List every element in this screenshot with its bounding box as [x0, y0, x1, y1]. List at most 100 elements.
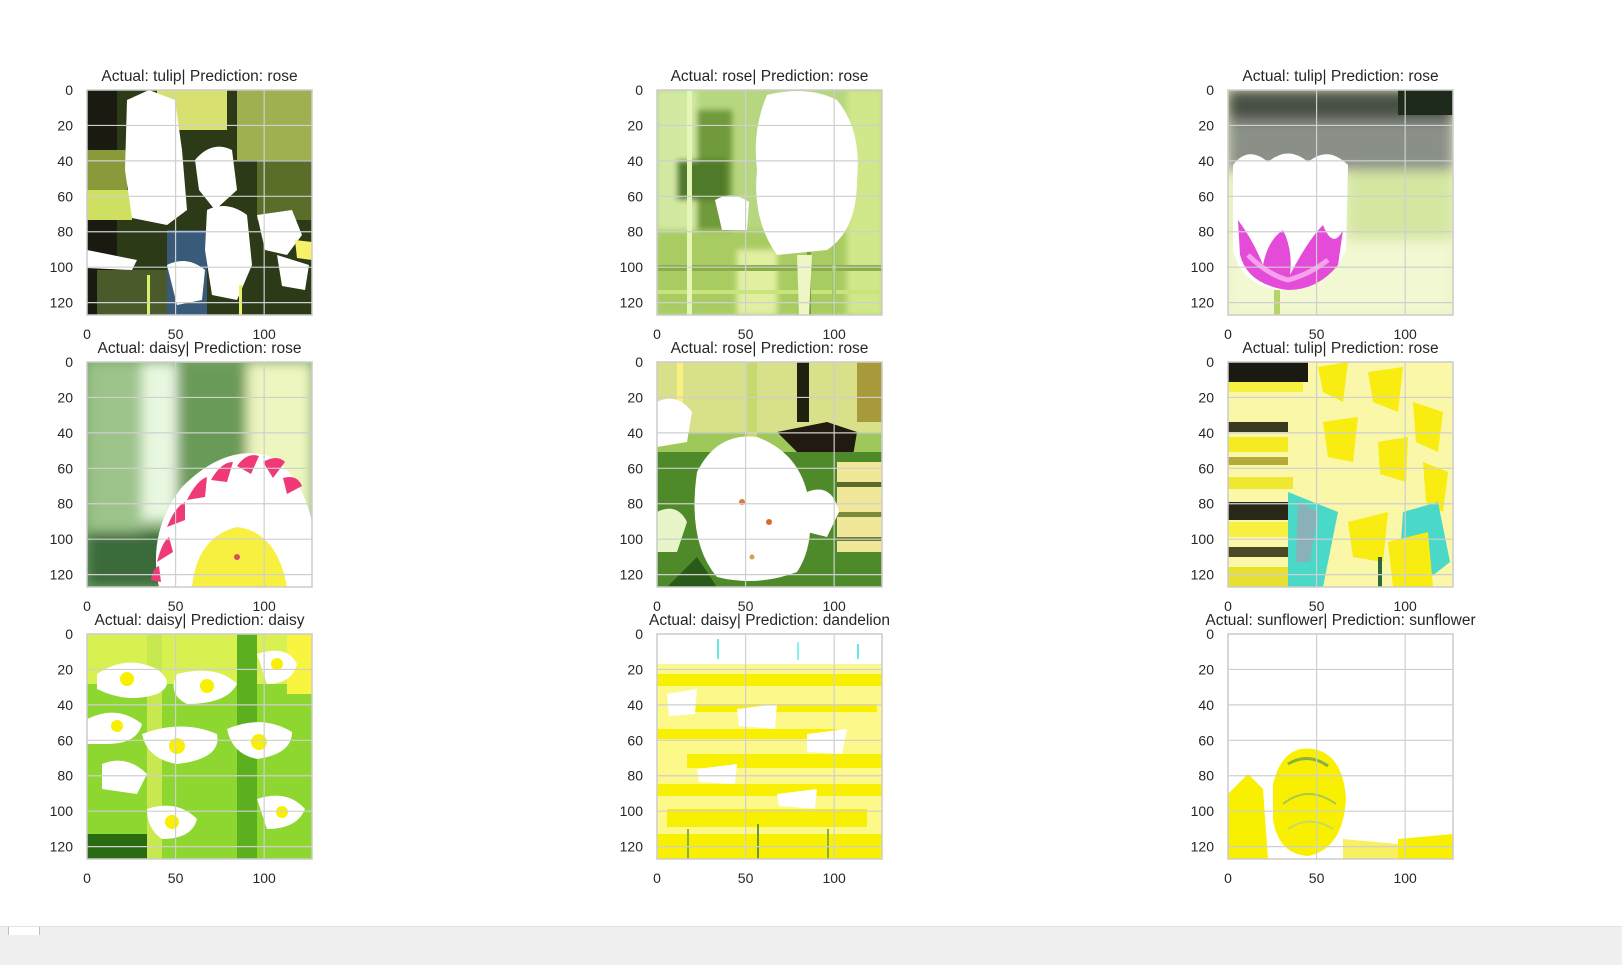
- y-tick-label: 0: [1206, 354, 1214, 370]
- y-tick-label: 80: [1198, 224, 1214, 240]
- image-panel: 0 50 100 0 20 40 60 80 100 120 Actual: daisy| Pred…: [50, 612, 313, 886]
- image-panel: 0 50 100 0 20 40 60 80 100 120 Actual: rose| Predi…: [620, 68, 883, 342]
- x-tick-label: 100: [822, 598, 846, 614]
- prediction-grid-figure: 0 50 100 0 20 40 60 80 100 120 Actual: tulip| Pred…: [50, 68, 1476, 886]
- y-tick-label: 100: [620, 259, 644, 275]
- y-tick-label: 40: [1198, 697, 1214, 713]
- x-tick-label: 0: [653, 326, 661, 342]
- x-tick-label: 100: [252, 870, 276, 886]
- y-tick-label: 20: [57, 661, 73, 677]
- y-tick-label: 20: [57, 117, 73, 133]
- y-tick-label: 80: [1198, 496, 1214, 512]
- y-tick-label: 60: [627, 732, 643, 748]
- y-tick-label: 100: [1191, 803, 1215, 819]
- x-tick-label: 50: [1309, 870, 1325, 886]
- y-tick-label: 60: [1198, 732, 1214, 748]
- panel-image: [1228, 90, 1453, 315]
- x-tick-label: 0: [1224, 870, 1232, 886]
- y-tick-label: 20: [627, 661, 643, 677]
- y-tick-label: 120: [1191, 567, 1215, 583]
- y-tick-label: 100: [50, 531, 74, 547]
- y-tick-label: 120: [620, 567, 644, 583]
- panel-title: Actual: tulip| Prediction: rose: [1242, 68, 1438, 85]
- x-tick-label: 0: [83, 598, 91, 614]
- y-tick-label: 120: [1191, 839, 1215, 855]
- y-tick-label: 60: [627, 460, 643, 476]
- y-tick-label: 20: [1198, 661, 1214, 677]
- y-tick-label: 0: [635, 626, 643, 642]
- y-tick-label: 120: [1191, 295, 1215, 311]
- y-tick-label: 80: [57, 496, 73, 512]
- x-tick-label: 100: [1393, 598, 1417, 614]
- y-tick-label: 120: [620, 295, 644, 311]
- panel-title: Actual: tulip| Prediction: rose: [1242, 340, 1438, 357]
- x-tick-label: 50: [1309, 326, 1325, 342]
- panel-image: [1228, 634, 1453, 859]
- y-tick-label: 0: [65, 354, 73, 370]
- x-tick-label: 0: [1224, 598, 1232, 614]
- x-tick-label: 50: [738, 598, 754, 614]
- x-tick-label: 50: [168, 870, 184, 886]
- x-tick-label: 50: [168, 326, 184, 342]
- y-tick-label: 60: [57, 732, 73, 748]
- image-panel: 0 50 100 0 20 40 60 80 100 120 Actual: daisy| Pred…: [620, 612, 890, 886]
- panel-title: Actual: daisy| Prediction: daisy: [95, 612, 305, 629]
- y-tick-label: 60: [627, 188, 643, 204]
- y-tick-label: 40: [57, 425, 73, 441]
- scroll-handle[interactable]: [8, 927, 40, 935]
- panel-image: [657, 362, 882, 587]
- axes-frame: [656, 89, 883, 316]
- y-tick-label: 40: [57, 153, 73, 169]
- x-tick-label: 50: [738, 326, 754, 342]
- y-tick-label: 0: [1206, 82, 1214, 98]
- y-tick-label: 20: [627, 117, 643, 133]
- y-tick-label: 0: [65, 626, 73, 642]
- y-tick-label: 20: [627, 389, 643, 405]
- image-panel: 0 50 100 0 20 40 60 80 100 120 Actual: tulip| Pred…: [1191, 68, 1454, 342]
- y-tick-label: 80: [627, 768, 643, 784]
- panel-image: [657, 90, 882, 315]
- y-tick-label: 0: [635, 82, 643, 98]
- bottom-scroll-bar[interactable]: [0, 926, 1622, 965]
- x-tick-label: 100: [252, 598, 276, 614]
- axes-frame: [86, 361, 313, 588]
- x-tick-label: 100: [822, 326, 846, 342]
- y-tick-label: 40: [1198, 153, 1214, 169]
- y-tick-label: 120: [50, 839, 74, 855]
- y-tick-label: 120: [620, 839, 644, 855]
- y-tick-label: 100: [50, 803, 74, 819]
- image-panel: 0 50 100 0 20 40 60 80 100 120 Actual: daisy| Pred…: [50, 340, 313, 614]
- x-tick-label: 100: [1393, 326, 1417, 342]
- panel-title: Actual: rose| Prediction: rose: [671, 68, 869, 85]
- x-tick-label: 50: [1309, 598, 1325, 614]
- x-tick-label: 0: [653, 870, 661, 886]
- y-tick-label: 20: [57, 389, 73, 405]
- x-tick-label: 50: [738, 870, 754, 886]
- y-tick-label: 20: [1198, 389, 1214, 405]
- y-tick-label: 20: [1198, 117, 1214, 133]
- axes-frame: [1227, 633, 1454, 860]
- axes-frame: [86, 633, 313, 860]
- y-tick-label: 40: [627, 697, 643, 713]
- y-tick-label: 120: [50, 567, 74, 583]
- panel-image: [1228, 362, 1453, 587]
- y-tick-label: 80: [627, 224, 643, 240]
- y-tick-label: 100: [1191, 531, 1215, 547]
- x-tick-label: 50: [168, 598, 184, 614]
- y-tick-label: 100: [620, 531, 644, 547]
- x-tick-label: 100: [822, 870, 846, 886]
- y-tick-label: 0: [65, 82, 73, 98]
- axes-frame: [1227, 89, 1454, 316]
- image-panel: 0 50 100 0 20 40 60 80 100 120 Actual: tulip| Pred…: [50, 68, 313, 342]
- y-tick-label: 80: [57, 768, 73, 784]
- x-tick-label: 0: [83, 870, 91, 886]
- y-tick-label: 80: [57, 224, 73, 240]
- y-tick-label: 40: [57, 697, 73, 713]
- y-tick-label: 0: [1206, 626, 1214, 642]
- panel-image: [87, 90, 312, 315]
- y-tick-label: 60: [1198, 188, 1214, 204]
- y-tick-label: 40: [627, 425, 643, 441]
- y-tick-label: 60: [57, 460, 73, 476]
- panel-title: Actual: rose| Prediction: rose: [671, 340, 869, 357]
- axes-frame: [656, 633, 883, 860]
